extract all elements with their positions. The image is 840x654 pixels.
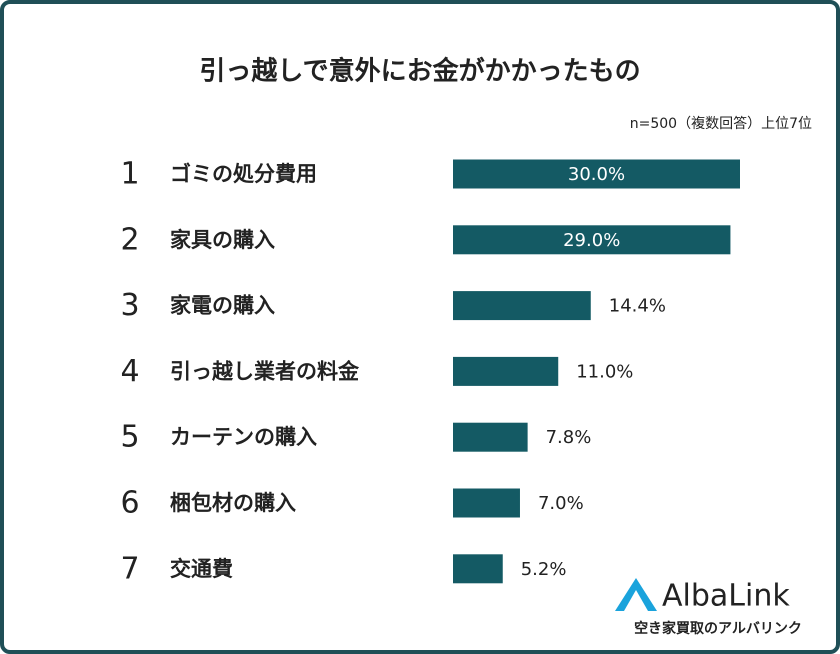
logo-name: AlbaLink: [662, 579, 790, 614]
rank: 6: [120, 486, 139, 521]
category-label: 梱包材の購入: [170, 491, 296, 515]
rank: 1: [120, 157, 139, 192]
category-label: カーテンの購入: [170, 425, 317, 449]
category-label: ゴミの処分費用: [170, 162, 317, 186]
bar: [453, 488, 520, 518]
bar: [453, 291, 591, 321]
chart-title: 引っ越しで意外にお金がかかったもの: [199, 56, 640, 87]
rank: 4: [120, 354, 139, 389]
value-label: 29.0%: [563, 230, 620, 251]
logo-tagline: 空き家買取のアルバリンク: [634, 620, 802, 637]
bar: [453, 422, 528, 452]
category-label: 交通費: [170, 557, 233, 581]
value-label: 7.8%: [546, 427, 592, 448]
rank: 2: [120, 222, 139, 257]
bar: [453, 159, 740, 189]
bar: [453, 225, 731, 255]
bar: [453, 554, 503, 584]
value-label: 30.0%: [568, 164, 625, 185]
bar: [453, 356, 559, 386]
value-label: 7.0%: [538, 493, 584, 514]
logo: AlbaLink 空き家買取のアルバリンク: [615, 578, 802, 637]
rank: 7: [120, 551, 139, 586]
value-label: 5.2%: [521, 559, 567, 580]
category-label: 家具の購入: [170, 228, 275, 252]
rank: 3: [120, 288, 139, 323]
rank: 5: [120, 420, 139, 455]
value-label: 14.4%: [609, 296, 666, 317]
category-label: 引っ越し業者の料金: [170, 359, 360, 383]
logo-icon-cut: [624, 590, 648, 611]
value-label: 11.0%: [576, 361, 633, 382]
chart-subtitle: n=500（複数回答）上位7位: [630, 115, 812, 132]
category-label: 家電の購入: [170, 294, 275, 318]
